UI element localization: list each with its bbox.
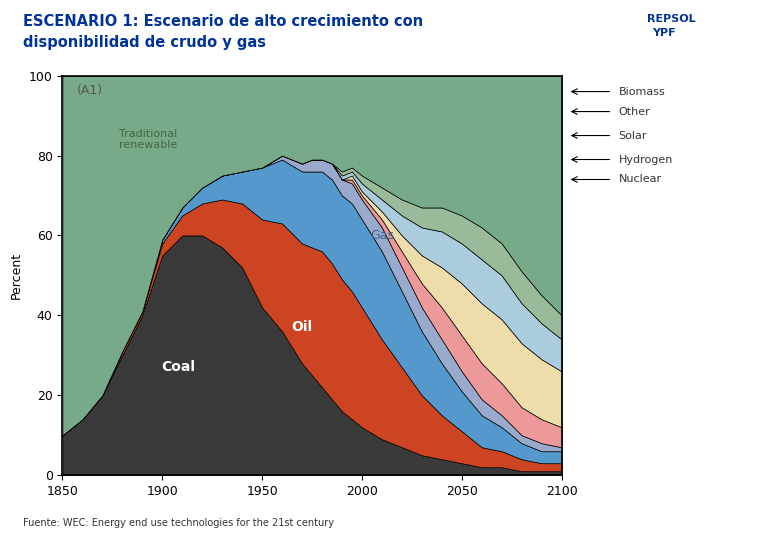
Text: Biomass: Biomass xyxy=(619,86,665,97)
Text: REPSOL: REPSOL xyxy=(647,14,696,24)
Text: Traditional
renewable: Traditional renewable xyxy=(119,129,177,150)
Text: Oil: Oil xyxy=(292,320,313,334)
Text: Nuclear: Nuclear xyxy=(619,174,661,185)
Text: disponibilidad de crudo y gas: disponibilidad de crudo y gas xyxy=(23,35,267,50)
Text: Solar: Solar xyxy=(619,131,647,140)
Y-axis label: Percent: Percent xyxy=(10,252,23,299)
Text: 14: 14 xyxy=(748,517,765,530)
Text: Fuente: WEC: Energy end use technologies for the 21st century: Fuente: WEC: Energy end use technologies… xyxy=(23,518,335,528)
Text: (A1): (A1) xyxy=(76,84,102,97)
Text: Hydrogen: Hydrogen xyxy=(619,154,673,165)
Text: ESCENARIO 1: Escenario de alto crecimiento con: ESCENARIO 1: Escenario de alto crecimien… xyxy=(23,14,424,29)
Text: Other: Other xyxy=(619,106,651,117)
Text: YPF: YPF xyxy=(652,28,675,38)
Text: Gas: Gas xyxy=(370,229,394,242)
Text: Coal: Coal xyxy=(161,360,195,374)
